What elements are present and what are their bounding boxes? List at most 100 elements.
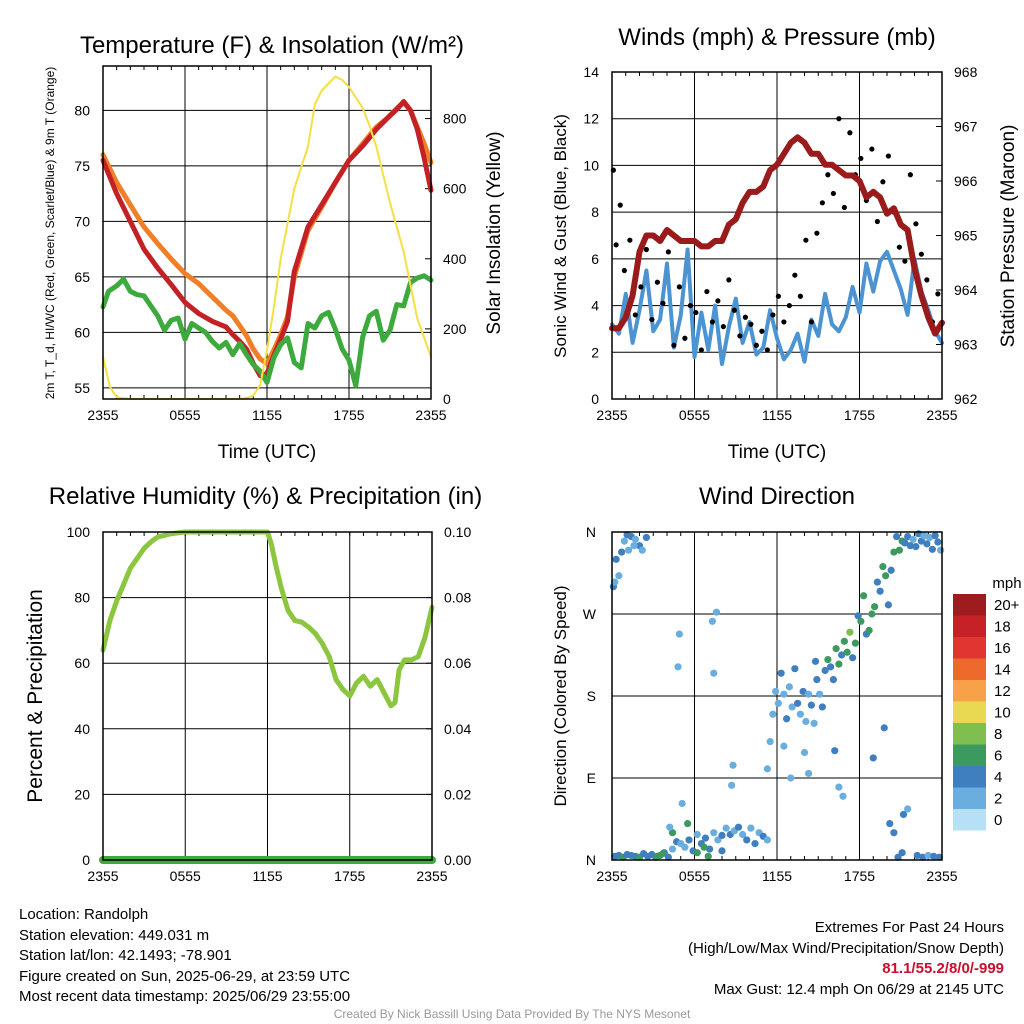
temp-chart-title: Temperature (F) & Insolation (W/m²) [80,32,464,59]
rh-chart-title: Relative Humidity (%) & Precipitation (i… [49,483,482,510]
gust-point [748,321,754,327]
gust-point [632,312,638,318]
direction-point [934,538,942,546]
colorbar-label: 4 [994,769,1002,786]
figure-created: Figure created on Sun, 2025-06-29, at 23… [19,967,351,985]
direction-point [827,663,835,671]
temp-y-tick-label: 75 [74,158,90,174]
gust-point [792,272,798,278]
gust-point [682,335,688,341]
direction-point [743,836,751,844]
direction-point [800,748,809,757]
station-elevation: Station elevation: 449.031 m [19,926,210,944]
colorbar-label: 14 [994,662,1011,679]
rh-y-tick-label: 40 [74,721,90,737]
colorbar-title: mph [992,575,1021,592]
temp-x-tick-label: 0555 [169,407,200,423]
direction-point [722,824,730,832]
wind-x-tick-label: 1755 [844,407,875,423]
dir-y-axis-label: Direction (Colored By Speed) [551,585,570,806]
direction-point [615,572,623,580]
rh-y2-tick-label: 0.06 [444,655,471,671]
gust-point [742,314,748,320]
direction-point [882,572,890,580]
gust-point [660,300,666,306]
gust-point [819,200,825,206]
rh-y-tick-label: 20 [74,786,90,802]
gust-point [803,237,809,243]
wind-plot: 2355 0555 1155 1755 235502468101214962963964… [551,24,1019,463]
direction-point [785,683,793,691]
direction-point [653,852,661,860]
direction-point [624,546,633,554]
recent-data-timestamp: Most recent data timestamp: 2025/06/29 2… [19,988,351,1005]
direction-point [811,657,820,665]
colorbar-swatch [953,658,986,680]
direction-point [666,823,674,831]
direction-point [802,717,810,726]
direction-point [728,781,736,789]
extremes-heading: Extremes For Past 24 Hours [814,919,1004,936]
direction-point [865,626,873,635]
gust-point [847,130,853,136]
temp-y-tick-label: 70 [74,213,90,229]
temp-y2-tick-label: 800 [443,111,467,127]
direction-point [810,719,818,727]
direction-point [906,542,914,550]
gust-point [737,333,743,339]
direction-point [739,830,747,839]
gust-point [814,230,820,236]
direction-point [805,690,813,698]
gust-point [770,312,776,318]
gust-point [808,319,814,325]
direction-point [849,654,857,662]
wind-chart-title: Winds (mph) & Pressure (mb) [618,24,935,51]
gust-point [797,293,803,299]
direction-point [734,823,743,831]
station-info: Location: Randolph Station elevation: 44… [19,905,350,1008]
gust-point [841,204,847,211]
wind-y-axis-label: Sonic Wind & Gust (Blue, Black) [551,114,570,358]
dir-x-tick-label: 1155 [762,868,792,884]
direction-point [611,578,619,586]
wind-y-tick-label: 6 [591,251,599,267]
wind-y2-tick-label: 967 [954,119,978,135]
gust-point [709,319,715,325]
colorbar-label: 2 [994,791,1002,808]
dir-y-tick-label: N [586,852,596,868]
wind-y2-axis-label: Station Pressure (Maroon) [998,125,1019,348]
gust-point [731,307,737,313]
direction-point [884,601,892,609]
gust-point [693,309,699,316]
dir-x-tick-label: 0555 [679,868,710,884]
direction-point [894,853,902,861]
dir-y-tick-label: E [587,770,596,786]
direction-point [890,829,898,837]
direction-point [843,648,851,656]
gust-point [858,155,864,162]
colorbar-swatch [953,637,986,659]
dir-x-tick-label: 2355 [926,868,957,884]
direction-point [794,699,802,707]
direction-point [769,710,777,718]
rh-y-tick-label: 80 [74,590,90,606]
temp-y-tick-label: 55 [74,380,90,396]
dir-y-tick-label: N [586,524,596,540]
direction-point [876,587,884,595]
direction-point [659,850,667,858]
gust-point [621,267,627,274]
direction-point [710,669,718,677]
rh-x-tick-label: 2355 [416,868,447,884]
direction-point [813,676,821,684]
direction-point [912,542,920,551]
rh-y2-tick-label: 0.02 [444,786,471,802]
wind-y-tick-label: 10 [583,157,599,173]
dir-y-tick-label: S [587,688,596,704]
direction-point [704,852,712,860]
direction-point [664,853,672,861]
gust-point [935,291,941,297]
gust-point [907,172,913,178]
direction-point [895,546,903,554]
colorbar-swatch [953,744,986,766]
gust-point [764,347,770,353]
